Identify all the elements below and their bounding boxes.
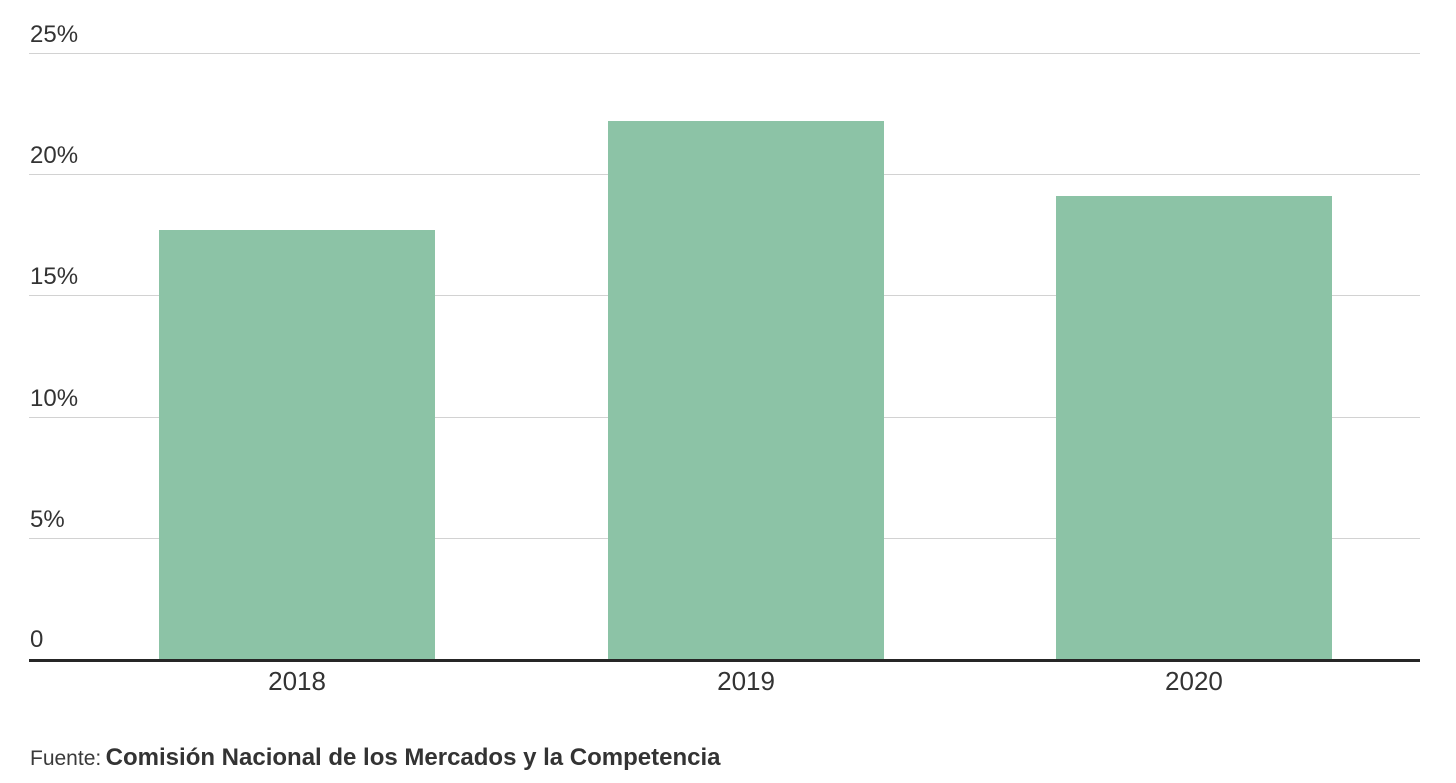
bar-2020 [1055,196,1332,659]
y-axis-tick-label: 5% [30,505,65,533]
y-axis-tick-label: 15% [30,263,79,291]
bar-2019 [608,120,885,659]
source-name: Comisión Nacional de los Mercados y la C… [105,744,721,771]
y-axis-tick-label: 10% [30,384,79,412]
plot-area: 25% 20% 15% 10% 5% 0 [29,23,1420,662]
source-prefix-label: Fuente: [30,747,102,770]
x-axis-tick-label-2020: 2020 [1165,666,1223,696]
x-axis: 2018 2019 2020 [29,668,1420,704]
y-axis-tick-label: 20% [30,142,79,170]
source-line: Fuente: Comisión Nacional de los Mercado… [30,744,721,772]
y-axis-tick-label: 25% [30,21,79,48]
y-axis-tick-label: 0 [30,626,44,653]
x-axis-tick-label-2018: 2018 [268,666,326,696]
gridline-25: 25% [29,23,1420,54]
x-axis-tick-label-2019: 2019 [717,666,775,696]
bar-2018 [159,229,436,659]
